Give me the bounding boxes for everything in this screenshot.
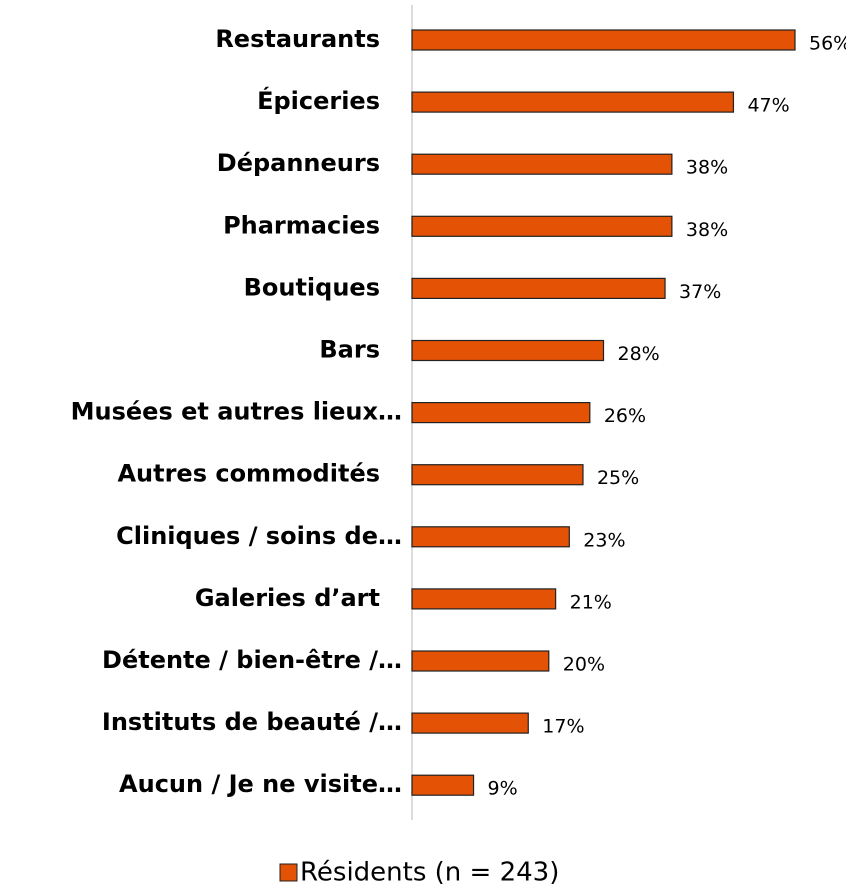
legend-label: Résidents (n = 243) xyxy=(300,858,559,888)
bar xyxy=(411,774,475,796)
bar xyxy=(411,339,605,362)
category-label: Épiceries xyxy=(257,86,380,115)
category-label: Musées et autres lieux… xyxy=(71,398,402,426)
category-label: Instituts de beauté /… xyxy=(102,708,402,736)
category-label: Boutiques xyxy=(244,273,380,301)
value-label: 38% xyxy=(686,219,728,241)
bar xyxy=(411,153,673,175)
value-label: 21% xyxy=(570,591,612,613)
category-label: Pharmacies xyxy=(223,211,380,239)
value-label: 37% xyxy=(679,281,721,303)
category-label: Bars xyxy=(319,336,380,364)
category-label: Cliniques / soins de… xyxy=(116,522,402,550)
bar xyxy=(411,277,666,299)
value-label: 17% xyxy=(542,716,584,738)
bar xyxy=(411,215,673,237)
value-label: 26% xyxy=(604,405,646,427)
value-label: 25% xyxy=(597,467,639,489)
value-label: 47% xyxy=(747,95,789,117)
bar xyxy=(411,526,570,548)
bar xyxy=(411,402,591,424)
legend-swatch xyxy=(279,863,298,882)
bar xyxy=(411,29,796,51)
bar xyxy=(411,712,529,734)
category-label: Dépanneurs xyxy=(217,149,380,177)
value-label: 23% xyxy=(583,529,625,551)
bar xyxy=(411,588,557,610)
value-label: 28% xyxy=(618,343,660,365)
value-label: 38% xyxy=(686,157,728,179)
value-label: 56% xyxy=(809,33,846,55)
category-label: Aucun / Je ne visite… xyxy=(119,770,402,798)
category-label: Restaurants xyxy=(215,25,380,53)
category-label: Détente / bien-être /… xyxy=(102,646,402,674)
value-label: 20% xyxy=(563,654,605,676)
category-label: Galeries d’art xyxy=(195,584,380,612)
bar xyxy=(411,91,735,113)
bar xyxy=(411,650,550,672)
category-label: Autres commodités xyxy=(117,460,380,488)
value-label: 9% xyxy=(488,778,518,800)
bar xyxy=(411,464,584,486)
